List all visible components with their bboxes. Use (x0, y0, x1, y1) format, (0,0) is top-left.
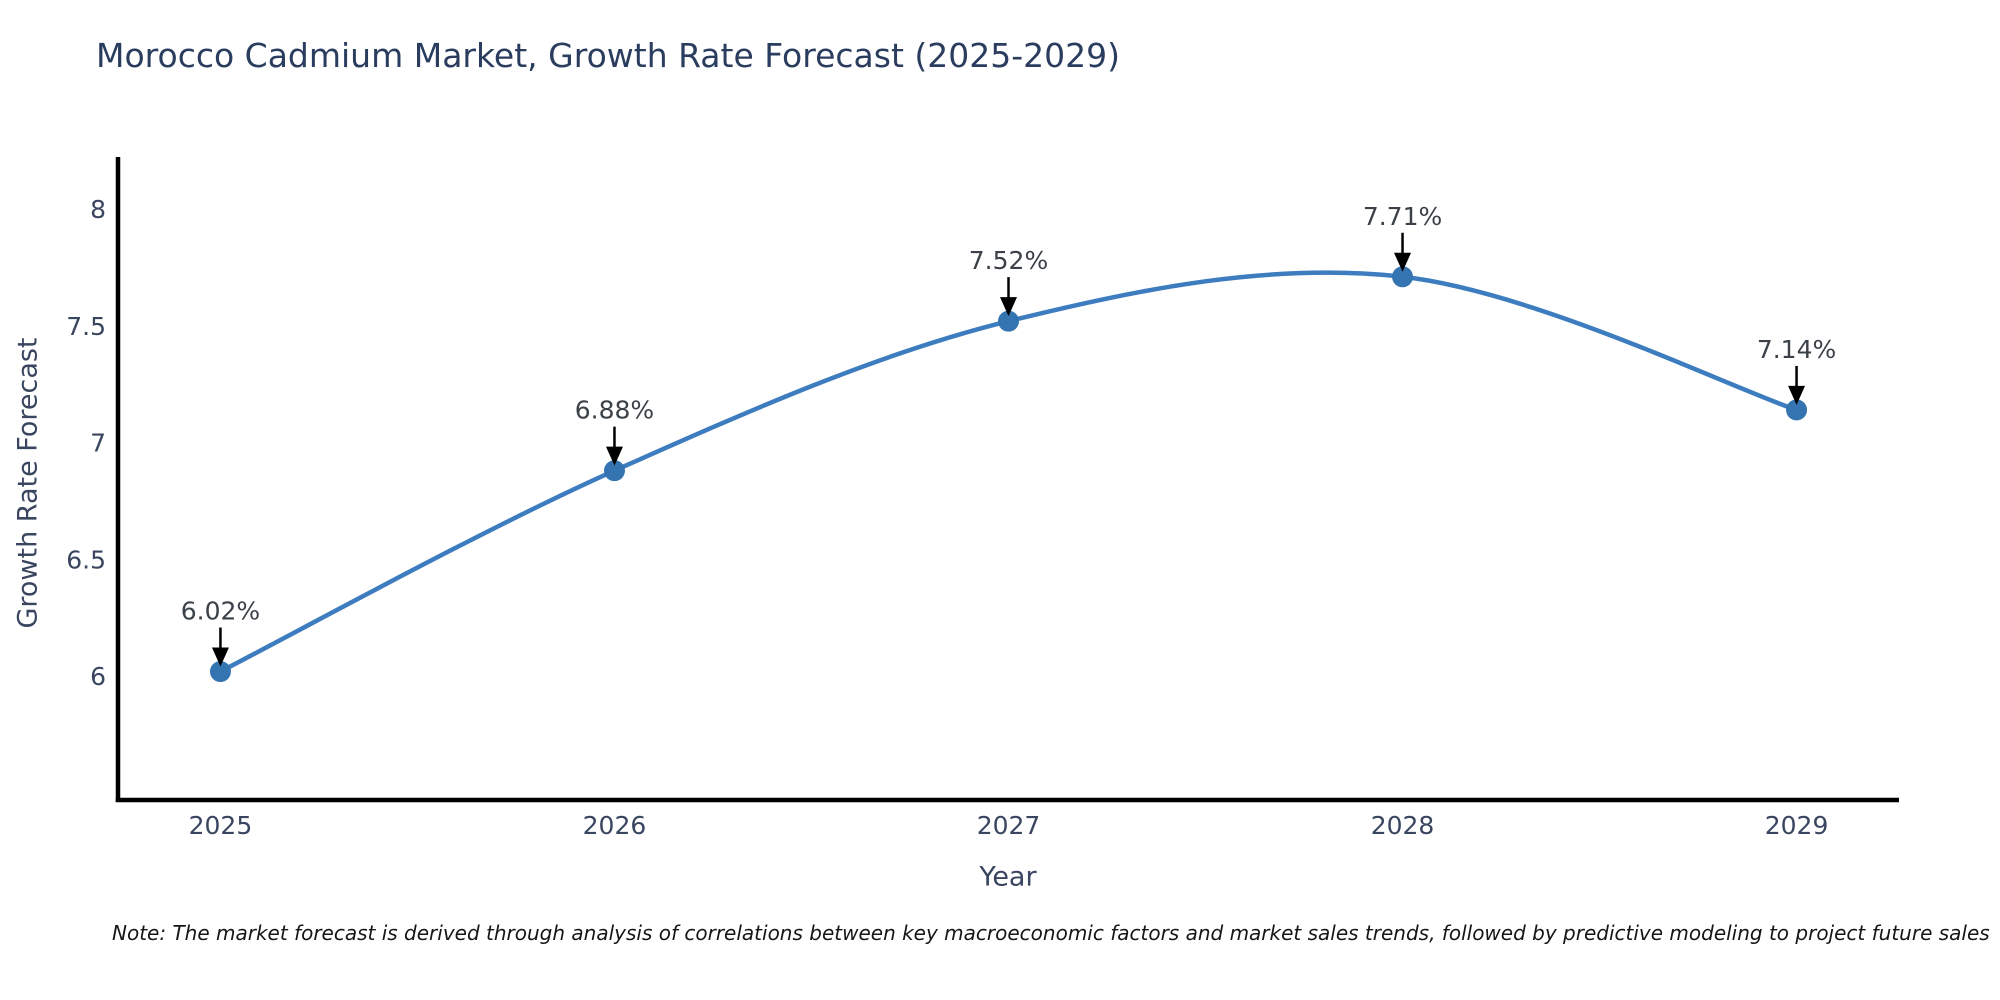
x-tick-label: 2028 (1371, 811, 1435, 840)
data-point-label: 7.14% (1757, 335, 1836, 364)
data-point-marker (603, 460, 625, 482)
forecast-line (218, 270, 1799, 674)
annotation-arrowhead (605, 446, 623, 466)
data-point-label: 7.52% (969, 246, 1048, 275)
y-axis-tick-labels: 6 6.5 7 7.5 8 (66, 195, 106, 691)
chart-title: Morocco Cadmium Market, Growth Rate Fore… (96, 36, 1120, 75)
y-axis-title: Growth Rate Forecast (12, 337, 44, 629)
footnote: Note: The market forecast is derived thr… (112, 921, 1990, 945)
x-tick-label: 2026 (583, 811, 647, 840)
x-tick-label: 2025 (189, 811, 253, 840)
x-tick-label: 2029 (1765, 811, 1829, 840)
y-tick-label: 6.5 (66, 545, 106, 574)
data-point-label: 6.02% (181, 597, 260, 626)
y-tick-label: 7 (90, 429, 106, 458)
data-point-marker (1786, 399, 1808, 421)
x-tick-label: 2027 (977, 811, 1041, 840)
forecast-line-series (209, 266, 1808, 683)
annotation-arrowhead (1788, 385, 1806, 405)
x-axis-title: Year (979, 861, 1037, 893)
data-point-marker (209, 661, 231, 683)
y-tick-label: 7.5 (66, 312, 106, 341)
data-point-label: 7.71% (1363, 202, 1442, 231)
data-point-annotations: 6.02% 6.88% 7.52% 7.71% 7.14% (181, 202, 1836, 667)
y-tick-label: 6 (90, 662, 106, 691)
data-point-marker (998, 310, 1019, 332)
annotation-arrowhead (1394, 252, 1412, 272)
data-point-marker (1392, 266, 1414, 288)
annotation-arrowhead (1000, 297, 1017, 317)
x-axis-tick-labels: 2025 2026 2027 2028 2029 (189, 811, 1829, 840)
data-point-label: 6.88% (575, 396, 654, 425)
y-tick-label: 8 (90, 195, 106, 224)
annotation-arrowhead (211, 647, 229, 667)
